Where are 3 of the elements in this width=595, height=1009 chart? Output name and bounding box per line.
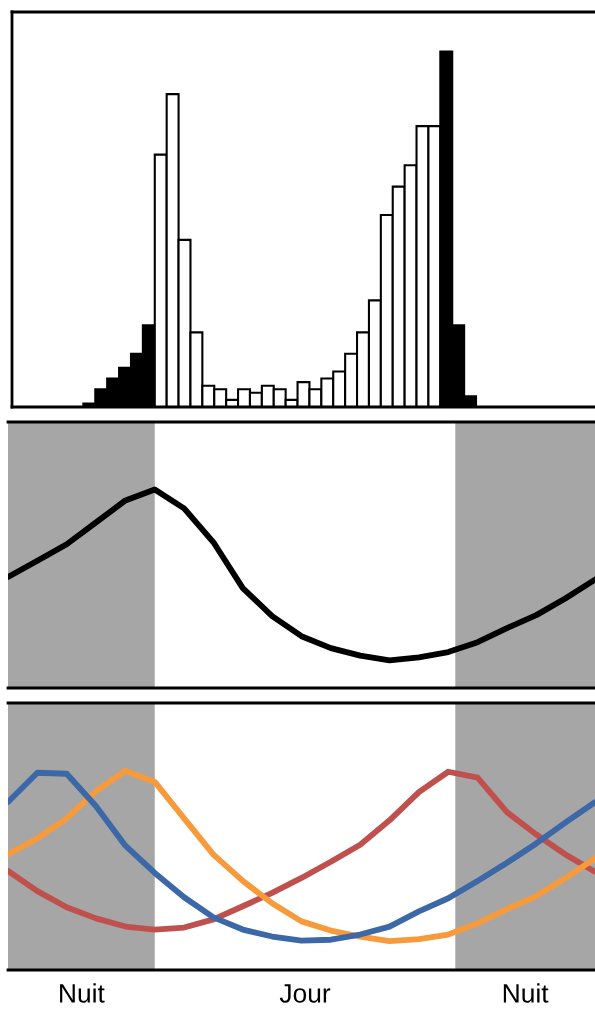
text: Nuit (503, 983, 549, 1003)
text: Nuit (60, 983, 105, 1003)
text: Jour (279, 984, 331, 1003)
